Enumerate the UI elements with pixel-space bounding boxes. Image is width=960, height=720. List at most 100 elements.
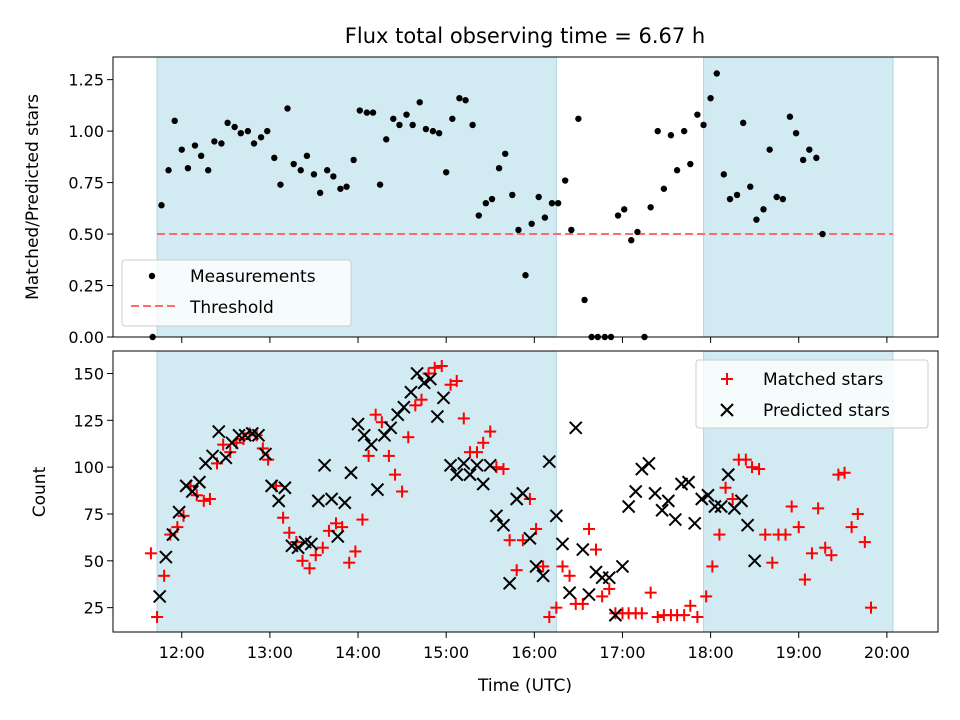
measurement-point: [429, 127, 437, 135]
x-b: [668, 512, 683, 527]
matched-star-point: [197, 494, 210, 507]
legend-measurements-marker: [148, 272, 156, 280]
predicted-star-point: [351, 417, 365, 431]
matched-star-point: [537, 560, 550, 573]
measurement-point: [614, 212, 622, 219]
matched-star-point: [563, 569, 576, 582]
predicted-star-point: [714, 499, 728, 514]
measurement-point: [369, 109, 377, 116]
predicted-star-point: [443, 458, 458, 472]
matched-star-point: [798, 573, 811, 586]
x-b: [357, 428, 371, 443]
measurement-point: [204, 167, 212, 174]
measurement-point: [747, 183, 754, 190]
measurement-point: [310, 171, 318, 178]
matched-star-point: [450, 374, 463, 387]
x-b: [582, 587, 596, 602]
x-b: [635, 462, 649, 476]
matched-star-point: [369, 408, 382, 421]
predicted-star-point: [278, 481, 292, 495]
matched-star-point: [746, 461, 759, 474]
x-b: [291, 540, 305, 555]
matched-star-point: [858, 536, 871, 549]
x-b: [311, 494, 326, 508]
predicted-star-point: [582, 587, 596, 602]
measurement-point: [687, 160, 694, 168]
measurement-point: [343, 183, 350, 190]
x-b: [708, 499, 722, 514]
measurement-point: [713, 70, 720, 77]
x-axis-label: Time (UTC): [477, 676, 572, 696]
matched-star-point: [402, 431, 415, 444]
x-b: [317, 458, 332, 472]
matched-star-point: [691, 611, 704, 624]
matched-star-point: [329, 517, 342, 530]
matched-star-point: [283, 526, 296, 539]
bottom-x-ticks: 12:00 13:00 14:00 15:00 16:00 17:00 18:00 19:00…: [159, 632, 910, 662]
matched-star-point: [444, 378, 457, 391]
measurement-point: [383, 136, 390, 143]
chart-title: Flux total observing time = 6.67 h: [345, 24, 705, 48]
x-tick-label: 19:00: [776, 643, 822, 662]
predicted-star-point: [219, 451, 233, 465]
matched-star-point: [296, 554, 309, 567]
x-b: [615, 559, 630, 574]
y-tick-label: 0.00: [68, 328, 104, 347]
predicted-star-point: [476, 477, 490, 491]
x-b: [457, 456, 471, 471]
bottom-legend-box: [695, 359, 929, 429]
measurement-point: [442, 169, 450, 176]
measurement-point: [303, 152, 311, 160]
matched-star-point: [713, 528, 726, 541]
matched-star-point: [484, 425, 497, 438]
matched-star-point: [805, 547, 818, 560]
x-tick-label: 16:00: [511, 643, 557, 662]
predicted-star-point: [562, 585, 577, 600]
shaded-interval-1: [156, 350, 557, 633]
top-axes-frame: [112, 56, 939, 338]
predicted-star-point: [192, 475, 207, 489]
predicted-star-point: [470, 458, 484, 472]
matched-star-point: [700, 590, 713, 603]
predicted-star-point: [615, 559, 630, 574]
x-b: [681, 475, 696, 489]
x-b: [721, 467, 735, 482]
predicted-star-point: [185, 484, 200, 499]
y-tick-label: 125: [73, 411, 104, 430]
predicted-star-point: [536, 569, 550, 583]
measurement-point: [396, 121, 403, 129]
measurement-point: [753, 216, 760, 223]
measurement-point: [422, 125, 430, 133]
measurement-point: [284, 105, 291, 112]
measurement-point: [171, 117, 178, 125]
predicted-star-point: [324, 492, 339, 506]
predicted-star-point: [251, 428, 266, 443]
measurement-point: [694, 111, 701, 118]
x-b: [417, 376, 431, 390]
matched-star-point: [651, 611, 664, 624]
x-b: [608, 608, 623, 622]
measurement-point: [575, 115, 582, 122]
measurement-point: [647, 204, 654, 211]
x-b: [529, 559, 543, 574]
y-tick-label: 0.25: [68, 277, 104, 296]
measurement-point: [231, 123, 238, 131]
y-tick-label: 75: [84, 505, 104, 524]
x-b: [383, 421, 398, 435]
x-b: [264, 479, 279, 493]
x-b: [483, 458, 497, 472]
predicted-star-point: [159, 550, 173, 564]
x-b: [502, 576, 517, 591]
x-b: [695, 492, 709, 506]
x-b: [192, 475, 207, 489]
matched-star-point: [766, 556, 779, 569]
x-b: [205, 449, 220, 463]
measurement-point: [634, 228, 641, 236]
predicted-star-point: [608, 608, 623, 622]
measurement-point: [779, 195, 787, 203]
measurement-point: [813, 154, 820, 162]
matched-star-point: [158, 569, 171, 582]
matched-star-point: [644, 586, 657, 599]
x-b: [397, 400, 411, 414]
x-b: [324, 492, 339, 506]
